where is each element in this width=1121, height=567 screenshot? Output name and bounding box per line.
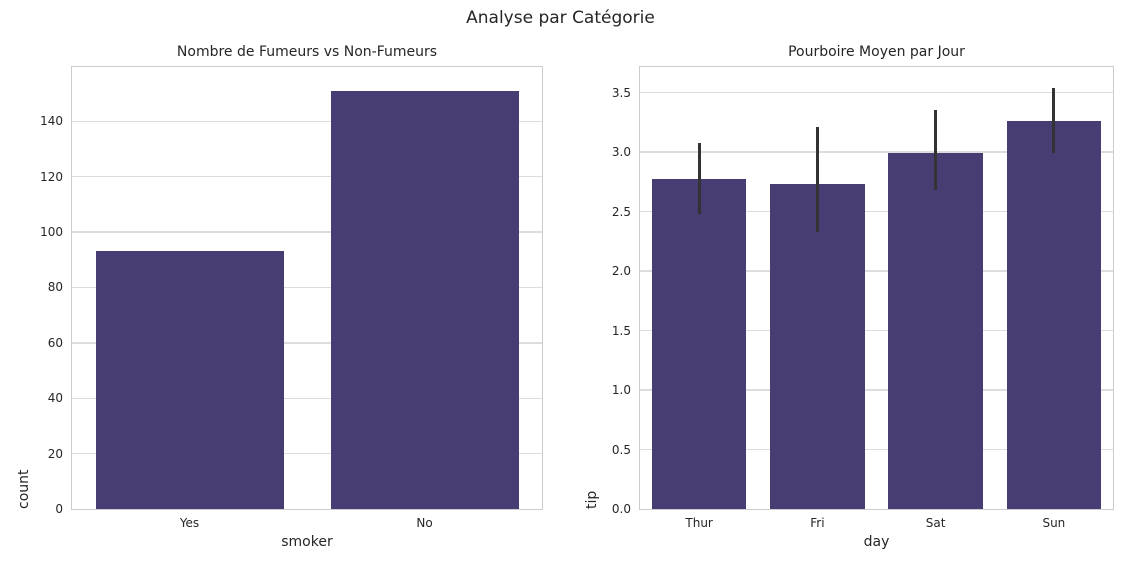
bar-thur [651, 179, 747, 509]
y-tick-label: 0.0 [611, 502, 631, 516]
right-x-axis-label: day [863, 534, 890, 550]
gridline [72, 175, 542, 178]
gridline [72, 342, 542, 344]
y-tick-label: 2.5 [611, 204, 631, 219]
figure-title: Analyse par Catégorie [466, 8, 655, 28]
x-tick-label: Thur [685, 516, 713, 530]
x-tick-label: No [416, 516, 433, 530]
y-tick-label: 3.0 [611, 145, 631, 160]
bar-fri [770, 184, 865, 509]
bar-no [330, 90, 519, 509]
gridline [640, 329, 1113, 332]
bar-sun [1006, 121, 1102, 509]
y-tick-label: 100 [40, 225, 63, 240]
y-tick-label: 120 [40, 169, 63, 184]
y-tick-label: 3.5 [611, 85, 631, 100]
left-y-axis-label: count [16, 469, 32, 510]
barplot-tip-by-day: Pourboire Moyen par Jour tip day 0.0 0.5 1… [584, 44, 1114, 550]
gridline [72, 452, 542, 455]
countplot-smoker: Nombre de Fumeurs vs Non-Fumeurs count s… [16, 44, 543, 550]
error-bar-sat [934, 110, 938, 191]
y-tick-label: 0 [55, 502, 63, 516]
left-chart-title: Nombre de Fumeurs vs Non-Fumeurs [176, 44, 438, 60]
bar-sat [888, 153, 983, 509]
x-tick-label: Sat [925, 516, 946, 530]
x-tick-label: Fri [810, 516, 825, 530]
gridline [640, 210, 1113, 213]
gridline [72, 231, 542, 233]
y-tick-label: 1.5 [611, 323, 631, 338]
x-tick-label: Sun [1042, 516, 1066, 530]
error-bar-sun [1052, 87, 1056, 154]
bar-yes [95, 251, 284, 509]
left-x-axis-label: smoker [281, 534, 333, 550]
error-bar-thur [697, 142, 701, 214]
gridline [640, 91, 1113, 94]
gridline [640, 448, 1113, 451]
error-bar-fri [815, 127, 819, 232]
y-tick-label: 0.5 [611, 442, 631, 457]
gridline [72, 286, 542, 289]
x-tick-label: Yes [179, 516, 200, 530]
y-tick-label: 60 [47, 335, 63, 350]
right-chart-title: Pourboire Moyen par Jour [788, 44, 965, 60]
y-tick-label: 140 [40, 114, 63, 129]
y-tick-label: 20 [47, 446, 63, 461]
gridline [640, 151, 1113, 153]
y-tick-label: 1.0 [611, 383, 631, 398]
gridline [72, 120, 542, 122]
gridline [640, 270, 1113, 272]
y-tick-label: 2.0 [611, 264, 631, 279]
y-tick-label: 40 [47, 391, 63, 406]
y-tick-label: 80 [47, 280, 63, 295]
right-y-axis-label: tip [584, 490, 600, 509]
gridline [640, 389, 1113, 391]
gridline [72, 397, 542, 399]
